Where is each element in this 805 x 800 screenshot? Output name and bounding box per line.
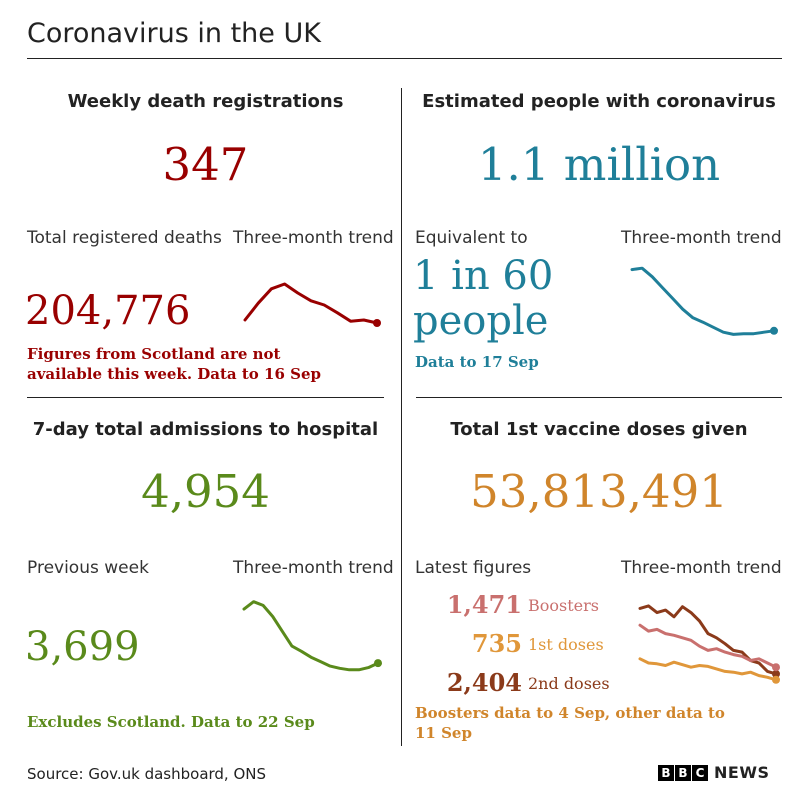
vaccine-boosters-label: Boosters [528, 596, 599, 615]
deaths-trend-series-line [243, 282, 379, 325]
hospital-trend-end-point [374, 659, 382, 668]
page-title: Coronavirus in the UK [27, 18, 321, 49]
infections-note: Data to 17 Sep [415, 353, 539, 371]
infections-equiv-value-line2: people [413, 298, 549, 344]
hospital-trend-chart [242, 600, 382, 672]
vaccine-trend-label: Three-month trend [621, 558, 782, 578]
infections-value: 1.1 million [477, 138, 721, 191]
vaccine-trend-end-point [772, 669, 780, 678]
infections-trend-series-line [630, 266, 776, 336]
hospital-value: 4,954 [141, 465, 270, 518]
vaccine-first-value: 735 [471, 629, 522, 658]
bbc-logo-word: NEWS [714, 763, 770, 782]
vaccine-panel-title: Total 1st vaccine doses given [450, 419, 748, 440]
vaccine-trend-chart [638, 604, 780, 684]
deaths-note: Figures from Scotland are not available … [27, 345, 321, 383]
hospital-panel-title: 7-day total admissions to hospital [32, 419, 379, 440]
vaccine-second-value: 2,404 [446, 668, 522, 697]
horizontal-divider-right [416, 397, 782, 398]
deaths-total-label: Total registered deaths [27, 228, 222, 248]
hospital-trend-label: Three-month trend [233, 558, 394, 578]
infections-equiv-label: Equivalent to [415, 228, 528, 248]
vertical-divider [401, 88, 402, 746]
vaccine-note: Boosters data to 4 Sep, other data to 11… [415, 704, 725, 742]
deaths-trend-end-point [373, 319, 381, 327]
vaccine-trend-series-line [638, 623, 778, 669]
bbc-logo-letter: B [658, 764, 674, 781]
hospital-note: Excludes Scotland. Data to 22 Sep [27, 713, 315, 731]
infections-trend-label: Three-month trend [621, 228, 782, 248]
infections-trend-chart [630, 266, 778, 336]
vaccine-trend-series-line [638, 657, 778, 682]
vaccine-latest-label: Latest figures [415, 558, 532, 578]
source-credit: Source: Gov.uk dashboard, ONS [27, 765, 267, 783]
title-rule [27, 58, 782, 59]
vaccine-trend-end-point [772, 663, 780, 672]
infections-trend-end-point [770, 326, 778, 335]
vaccine-first-label: 1st doses [528, 635, 604, 654]
vaccine-trend-end-point [772, 675, 780, 684]
bbc-logo-letter: B [675, 764, 691, 781]
deaths-panel-title: Weekly death registrations [67, 91, 344, 112]
hospital-prev-value: 3,699 [25, 624, 140, 670]
hospital-trend-series-line [242, 600, 380, 672]
deaths-trend-label: Three-month trend [233, 228, 394, 248]
hospital-prev-label: Previous week [27, 558, 149, 578]
deaths-total-value: 204,776 [25, 288, 191, 334]
bbc-logo-letter: C [692, 764, 708, 781]
horizontal-divider-left [27, 397, 384, 398]
bbc-news-logo: B B C NEWS [658, 763, 770, 782]
vaccine-second-label: 2nd doses [528, 674, 610, 693]
infections-equiv-value-line1: 1 in 60 [413, 253, 554, 299]
deaths-trend-chart [243, 282, 381, 327]
vaccine-boosters-value: 1,471 [446, 590, 522, 619]
vaccine-value: 53,813,491 [470, 465, 728, 518]
infections-panel-title: Estimated people with coronavirus [422, 91, 776, 112]
deaths-weekly-value: 347 [162, 138, 249, 191]
